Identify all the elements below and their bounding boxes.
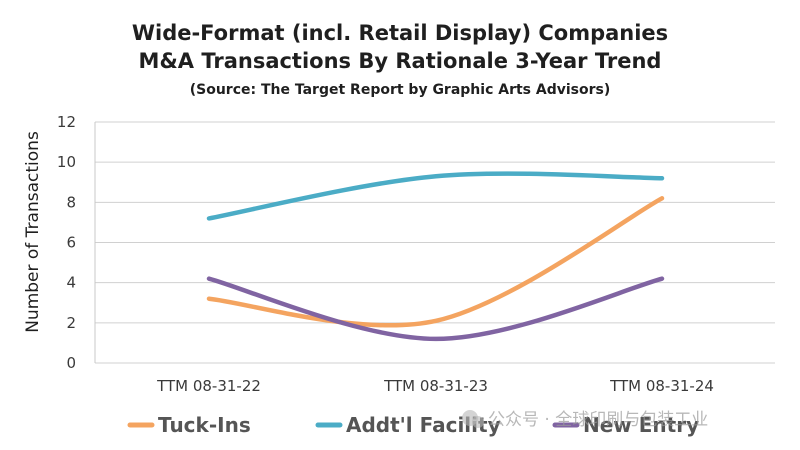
chart-subtitle: (Source: The Target Report by Graphic Ar… bbox=[190, 82, 611, 98]
title-line-2: M&A Transactions By Rationale 3-Year Tre… bbox=[139, 49, 662, 73]
title-line-1: Wide-Format (incl. Retail Display) Compa… bbox=[132, 21, 668, 45]
legend: Tuck-Ins Addt'l Facility New Entry bbox=[127, 413, 699, 437]
y-tick-label-12: 12 bbox=[57, 113, 76, 131]
series-line-tuck-ins bbox=[206, 196, 665, 328]
series-lines bbox=[206, 171, 665, 342]
y-axis-ticks: 0 2 4 6 8 10 12 bbox=[57, 113, 76, 372]
y-tick-label-2: 2 bbox=[66, 314, 76, 332]
x-tick-label: TTM 08-31-23 bbox=[383, 377, 488, 395]
x-tick-label: TTM 08-31-24 bbox=[609, 377, 714, 395]
legend-label-tuck-ins: Tuck-Ins bbox=[158, 413, 251, 437]
series-line-addt-l-facility bbox=[206, 171, 665, 221]
gridlines bbox=[94, 121, 775, 364]
legend-label-new-entry: New Entry bbox=[583, 413, 699, 437]
y-tick-label-4: 4 bbox=[66, 274, 76, 292]
y-tick-label-0: 0 bbox=[66, 354, 76, 372]
x-tick-label: TTM 08-31-22 bbox=[156, 377, 261, 395]
y-axis-title: Number of Transactions bbox=[23, 131, 43, 333]
watermark: 公众号 · 全球印刷与包装工业 bbox=[462, 410, 708, 430]
wechat-icon bbox=[462, 410, 484, 428]
legend-item-new-entry: New Entry bbox=[552, 413, 699, 437]
x-axis-ticks: TTM 08-31-22 TTM 08-31-23 TTM 08-31-24 bbox=[156, 377, 714, 395]
chart-title: Wide-Format (incl. Retail Display) Compa… bbox=[132, 21, 668, 73]
series-line-new-entry bbox=[206, 276, 665, 342]
watermark-text: 公众号 · 全球印刷与包装工业 bbox=[488, 410, 708, 430]
y-tick-label-8: 8 bbox=[66, 193, 76, 211]
y-tick-label-6: 6 bbox=[66, 234, 76, 252]
y-tick-label-10: 10 bbox=[57, 153, 76, 171]
legend-item-tuck-ins: Tuck-Ins bbox=[127, 413, 251, 437]
